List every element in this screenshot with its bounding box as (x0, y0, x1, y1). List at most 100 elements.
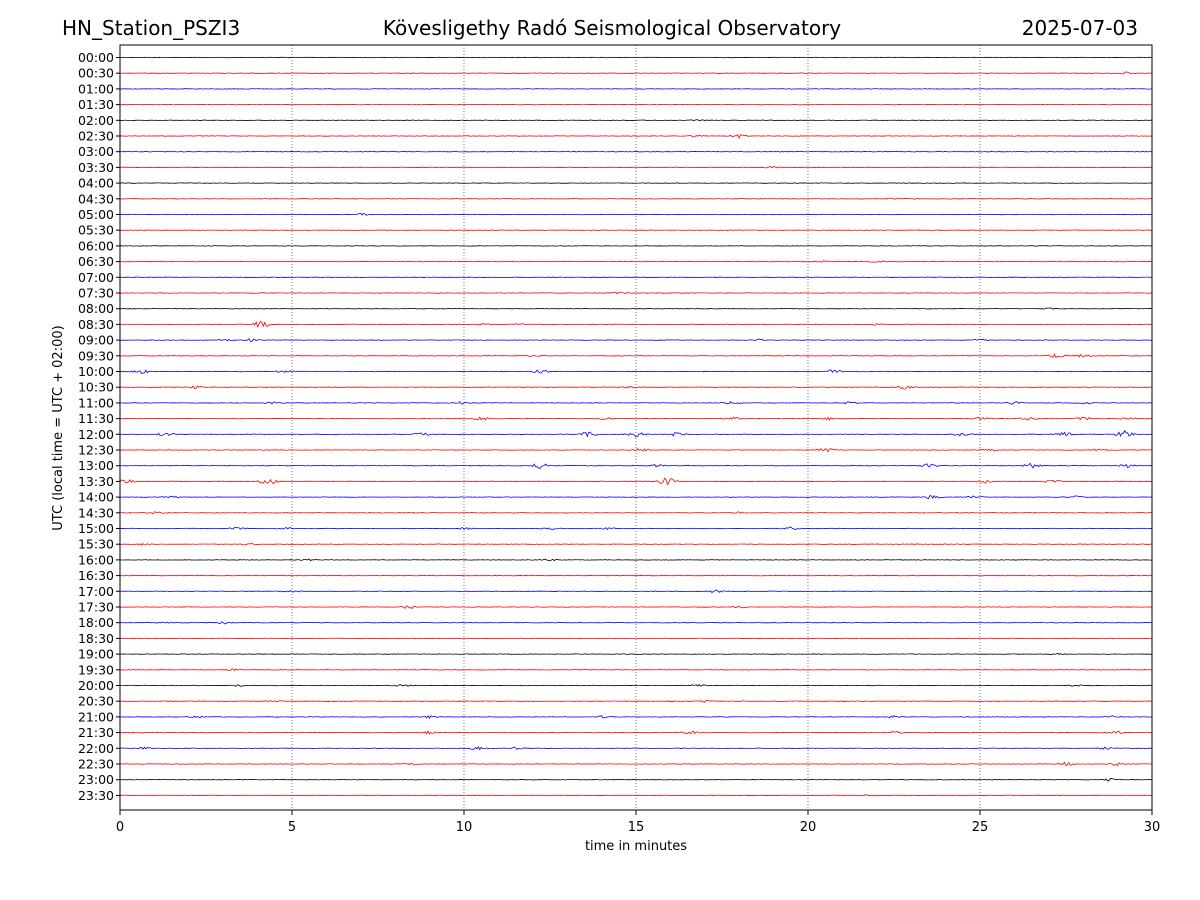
trace-2200 (119, 746, 1153, 751)
trace-0700 (119, 276, 1153, 278)
y-tick-label: 21:30 (78, 725, 114, 740)
y-tick-label: 06:00 (78, 238, 114, 253)
trace-1730 (119, 605, 1153, 609)
y-tick-label: 15:00 (78, 521, 114, 536)
y-tick-labels: 00:0000:3001:0001:3002:0002:3003:0003:30… (78, 50, 120, 803)
trace-0030 (119, 71, 1153, 75)
trace-1330 (119, 477, 1153, 486)
y-tick-label: 11:30 (78, 411, 114, 426)
y-tick-label: 07:30 (78, 286, 114, 301)
y-tick-label: 19:30 (78, 662, 114, 677)
y-tick-label: 00:00 (78, 50, 114, 65)
trace-0900 (119, 338, 1153, 342)
y-tick-label: 18:00 (78, 615, 114, 630)
trace-1030 (119, 385, 1153, 390)
station-name: HN_Station_PSZI3 (62, 16, 241, 40)
y-tick-label: 05:00 (78, 207, 114, 222)
trace-0800 (119, 307, 1153, 310)
chart-title: Kövesligethy Radó Seismological Observat… (382, 16, 842, 40)
trace-2100 (119, 714, 1153, 720)
y-tick-label: 14:00 (78, 490, 114, 505)
y-tick-label: 02:30 (78, 129, 114, 144)
y-tick-label: 19:00 (78, 647, 114, 662)
trace-0100 (119, 88, 1153, 90)
y-tick-label: 03:00 (78, 144, 114, 159)
trace-0330 (119, 166, 1153, 169)
trace-0430 (119, 197, 1153, 200)
trace-0300 (119, 151, 1153, 153)
x-tick-label: 15 (628, 820, 645, 835)
y-tick-label: 14:30 (78, 505, 114, 520)
y-tick-label: 08:00 (78, 301, 114, 316)
x-tick-label: 25 (972, 820, 989, 835)
y-tick-label: 00:30 (78, 66, 114, 81)
trace-1130 (119, 416, 1153, 421)
trace-0230 (119, 134, 1153, 140)
y-tick-label: 10:30 (78, 380, 114, 395)
trace-0130 (119, 103, 1153, 106)
trace-1400 (119, 495, 1153, 500)
trace-1630 (119, 574, 1153, 577)
trace-2000 (119, 683, 1153, 687)
trace-1500 (119, 526, 1153, 531)
y-tick-label: 11:00 (78, 395, 114, 410)
trace-1900 (119, 652, 1153, 656)
trace-0630 (119, 260, 1153, 263)
trace-0600 (119, 245, 1153, 247)
plot-frame (119, 44, 1153, 811)
plot-background (120, 45, 1152, 810)
trace-1200 (119, 429, 1153, 438)
y-tick-label: 01:30 (78, 97, 114, 112)
y-tick-label: 13:30 (78, 474, 114, 489)
trace-1530 (119, 543, 1153, 546)
trace-1830 (119, 637, 1153, 640)
y-tick-label: 07:00 (78, 270, 114, 285)
x-tick-label: 30 (1144, 820, 1161, 835)
x-tick-label: 20 (800, 820, 817, 835)
trace-0000 (119, 56, 1153, 59)
trace-2230 (119, 761, 1153, 767)
trace-0830 (119, 320, 1153, 328)
y-tick-label: 21:00 (78, 709, 114, 724)
trace-1700 (119, 589, 1153, 594)
y-tick-label: 23:00 (78, 772, 114, 787)
trace-1800 (119, 621, 1153, 625)
chart-date: 2025-07-03 (1021, 16, 1138, 40)
trace-0730 (119, 291, 1153, 295)
trace-1430 (119, 511, 1153, 515)
y-tick-label: 22:00 (78, 741, 114, 756)
x-axis-label: time in minutes (585, 839, 687, 854)
trace-group (119, 56, 1153, 797)
trace-0930 (119, 353, 1153, 359)
y-tick-label: 01:00 (78, 81, 114, 96)
y-tick-label: 22:30 (78, 757, 114, 772)
trace-0400 (119, 182, 1153, 184)
trace-2330 (119, 794, 1153, 797)
x-axis-ticks: 0 5 10 15 20 25 30 (116, 810, 1160, 835)
y-tick-label: 16:30 (78, 568, 114, 583)
trace-1000 (119, 369, 1153, 375)
y-tick-label: 02:00 (78, 113, 114, 128)
trace-2130 (119, 730, 1153, 735)
y-tick-label: 05:30 (78, 223, 114, 238)
trace-0530 (119, 229, 1153, 231)
y-tick-label: 23:30 (78, 788, 114, 803)
x-tick-label: 0 (116, 820, 124, 835)
y-tick-label: 12:30 (78, 443, 114, 458)
trace-0500 (119, 212, 1153, 216)
trace-0200 (119, 119, 1153, 122)
y-tick-label: 03:30 (78, 160, 114, 175)
trace-1600 (119, 558, 1153, 562)
trace-2300 (119, 777, 1153, 782)
y-tick-label: 09:30 (78, 348, 114, 363)
y-tick-label: 13:00 (78, 458, 114, 473)
y-tick-label: 09:00 (78, 333, 114, 348)
y-tick-label: 20:00 (78, 678, 114, 693)
trace-1300 (119, 462, 1153, 470)
x-tick-label: 5 (288, 820, 296, 835)
y-tick-label: 06:30 (78, 254, 114, 269)
x-tick-label: 10 (456, 820, 473, 835)
trace-1230 (119, 447, 1153, 453)
y-axis-label: UTC (local time = UTC + 02:00) (51, 325, 66, 530)
